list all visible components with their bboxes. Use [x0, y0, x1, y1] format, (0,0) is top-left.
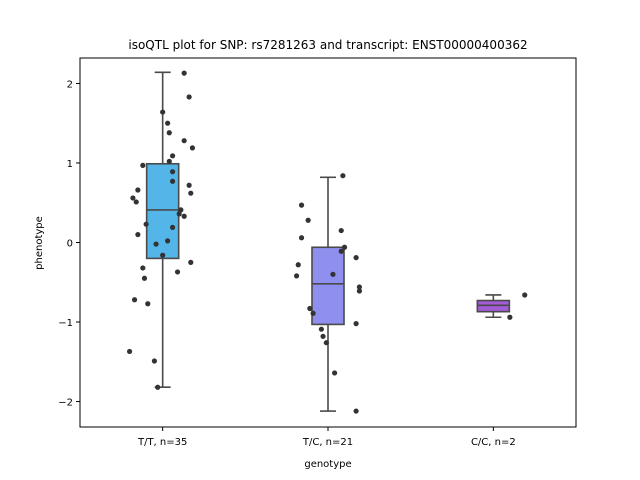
data-point	[160, 252, 166, 258]
data-point	[153, 241, 159, 247]
data-point	[169, 224, 176, 230]
x-axis: T/T, n=35 T/C, n=21 C/C, n=2	[137, 427, 516, 448]
y-tick-label: 0	[67, 239, 73, 250]
data-point	[133, 199, 139, 205]
data-point	[353, 321, 359, 327]
data-point	[130, 195, 136, 201]
iqr-box	[145, 162, 180, 260]
data-point	[305, 217, 311, 223]
data-point	[293, 273, 300, 279]
data-point	[181, 70, 187, 76]
data-point	[353, 408, 359, 414]
data-point	[178, 207, 184, 213]
data-point	[127, 348, 133, 355]
data-point	[186, 94, 192, 100]
data-point	[174, 269, 181, 275]
chart-title: isoQTL plot for SNP: rs7281263 and trans…	[128, 38, 527, 52]
data-point	[310, 310, 316, 316]
data-point	[141, 275, 148, 281]
data-point	[140, 162, 146, 168]
data-point	[298, 202, 305, 208]
x-tick-label: C/C, n=2	[471, 437, 516, 448]
data-point	[135, 187, 141, 193]
x-axis-label: genotype	[304, 459, 351, 470]
data-point	[295, 262, 301, 268]
data-point	[341, 244, 348, 250]
x-tick-label: T/C, n=21	[302, 437, 353, 448]
data-point	[151, 358, 157, 364]
data-point	[188, 259, 194, 265]
data-point	[507, 314, 513, 320]
data-point	[160, 109, 166, 115]
iqr-box	[311, 246, 345, 326]
data-point	[356, 288, 363, 294]
data-point	[189, 145, 196, 151]
data-point	[176, 211, 182, 217]
data-point	[131, 297, 138, 303]
data-point	[522, 292, 528, 298]
y-tick-label: 1	[67, 159, 73, 170]
data-point	[155, 384, 161, 390]
data-point	[307, 305, 313, 312]
y-tick-label: 2	[67, 79, 73, 90]
y-tick-label: −1	[58, 318, 73, 329]
y-axis-label: phenotype	[34, 216, 45, 270]
data-point	[188, 190, 194, 196]
data-point	[181, 213, 187, 219]
data-point	[356, 284, 363, 290]
data-point	[165, 238, 171, 244]
data-point	[166, 130, 172, 136]
data-point	[166, 158, 172, 164]
data-point	[338, 248, 344, 254]
data-point	[169, 169, 176, 175]
data-point	[298, 235, 305, 241]
data-point	[353, 255, 359, 261]
data-point	[338, 227, 344, 234]
box-layer	[145, 71, 511, 412]
data-point	[318, 326, 324, 332]
y-tick-label: −2	[58, 398, 73, 409]
point-layer	[127, 70, 528, 414]
data-point	[320, 333, 326, 339]
data-point	[330, 271, 336, 277]
data-point	[143, 221, 149, 227]
data-point	[332, 370, 338, 376]
data-point	[135, 231, 141, 238]
x-tick-label: T/T, n=35	[137, 437, 187, 448]
data-point	[323, 340, 329, 346]
y-axis: −2 −1 0 1 2	[58, 79, 80, 409]
data-point	[186, 182, 192, 188]
data-point	[165, 120, 171, 126]
data-point	[181, 138, 187, 144]
data-point	[145, 301, 151, 307]
data-point	[169, 153, 176, 159]
data-point	[340, 173, 346, 179]
data-point	[140, 265, 146, 271]
data-point	[169, 178, 176, 184]
